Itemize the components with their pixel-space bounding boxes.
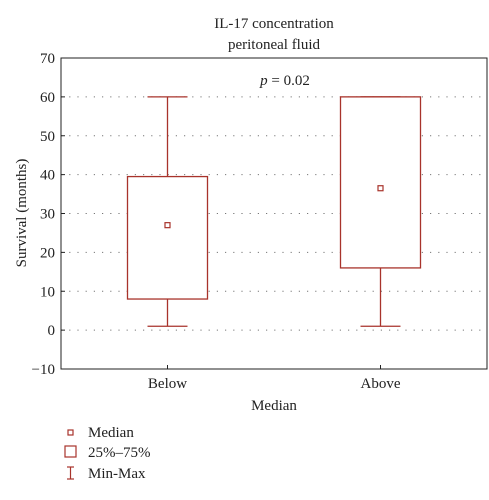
y-tick-label-3: 20 bbox=[40, 245, 55, 261]
chart-title-line-1: IL-17 concentration bbox=[214, 16, 334, 32]
legend-median-label: Median bbox=[88, 425, 134, 441]
legend: Median 25%–75% Min-Max bbox=[64, 425, 151, 482]
p-symbol: p bbox=[259, 73, 268, 89]
iqr-box-1 bbox=[339, 96, 422, 269]
legend-whisker-marker bbox=[67, 466, 74, 480]
iqr-box-0 bbox=[126, 175, 209, 300]
y-axis-ticks: −10 0 10 20 30 40 50 60 70 bbox=[32, 51, 65, 378]
y-tick-label-1: 0 bbox=[48, 323, 56, 339]
y-tick-label-2: 10 bbox=[40, 284, 55, 300]
legend-box-marker bbox=[64, 445, 77, 458]
x-tick-label-0: Below bbox=[148, 376, 187, 392]
gridlines bbox=[61, 96, 487, 331]
y-tick-label-5: 40 bbox=[40, 168, 55, 184]
y-tick-label-4: 30 bbox=[40, 207, 55, 223]
p-value-annotation: p = 0.02 bbox=[259, 73, 310, 89]
legend-median-marker bbox=[67, 429, 74, 436]
p-value-text: = 0.02 bbox=[268, 73, 310, 89]
boxes: Below Above bbox=[126, 96, 422, 392]
y-tick-label-8: 70 bbox=[40, 51, 55, 67]
plot-area-frame bbox=[60, 57, 488, 370]
legend-whisker-label: Min-Max bbox=[88, 466, 146, 482]
median-marker-1 bbox=[377, 185, 384, 192]
median-marker-0 bbox=[164, 222, 171, 229]
y-tick-label-0: −10 bbox=[32, 362, 55, 378]
x-axis-label: Median bbox=[251, 398, 297, 414]
y-tick-label-7: 60 bbox=[40, 90, 55, 106]
y-axis-label: Survival (months) bbox=[14, 159, 30, 268]
chart-title-line-2: peritoneal fluid bbox=[228, 37, 321, 53]
x-tick-label-1: Above bbox=[361, 376, 401, 392]
y-tick-label-6: 50 bbox=[40, 129, 55, 145]
legend-box-label: 25%–75% bbox=[88, 445, 151, 461]
